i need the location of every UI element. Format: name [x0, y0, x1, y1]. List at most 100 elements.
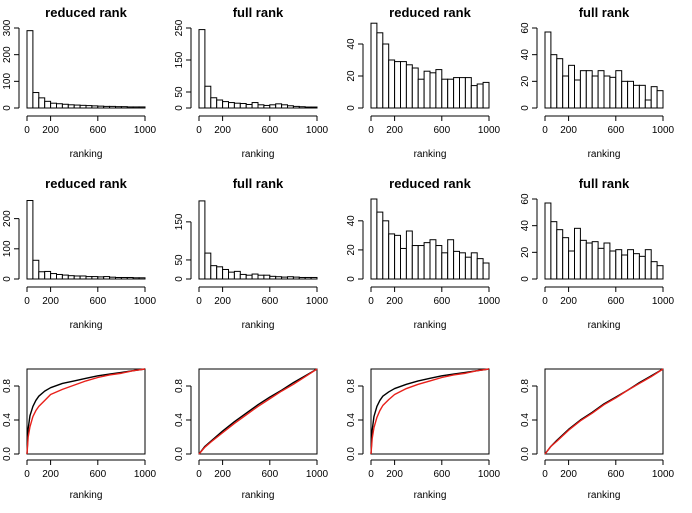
panel-9: 0 200 600 1000 0.0 0.4 0.8 ranking — [2, 368, 157, 501]
y-tick-label: 0 — [174, 105, 185, 111]
y-tick-label: 250 — [174, 19, 185, 36]
histogram-bar — [126, 106, 134, 109]
histogram-bar — [263, 104, 271, 109]
histogram-bar — [97, 105, 105, 109]
histogram-bar — [562, 237, 570, 280]
histogram-bar — [459, 252, 466, 280]
series-line-2 — [544, 368, 664, 455]
x-tick-label: 200 — [214, 125, 231, 136]
series-line-1 — [26, 368, 146, 455]
x-tick-label: 1000 — [478, 125, 501, 136]
y-tick-label: 0 — [346, 276, 357, 282]
panel-12: 0 200 600 1000 0.0 0.4 0.8 ranking — [520, 368, 675, 501]
histogram-bar — [627, 80, 634, 109]
x-tick-label: 600 — [261, 125, 278, 136]
y-tick-label: 0.0 — [346, 447, 357, 461]
panel-11: 0 200 600 1000 0.0 0.4 0.8 ranking — [346, 368, 501, 501]
histogram-bar — [429, 72, 437, 109]
histogram-bar — [441, 78, 449, 109]
x-tick-label: 600 — [433, 469, 450, 480]
panel-4: full rank 0 200 600 1000 0 20 40 60 ranking — [520, 5, 675, 160]
x-tick-label: 200 — [560, 296, 577, 307]
histogram-bar — [603, 242, 611, 280]
histogram-bar — [568, 250, 575, 280]
histogram-bar — [556, 58, 564, 109]
histogram-bar — [38, 97, 46, 109]
histogram-bar — [26, 30, 34, 109]
histogram-bar — [269, 275, 277, 280]
histogram-bar — [79, 275, 87, 280]
histogram-bar — [388, 233, 396, 280]
histogram-bar — [120, 276, 128, 280]
histogram-bar — [61, 274, 69, 280]
histogram-bar — [609, 76, 617, 109]
histogram-bar — [376, 211, 384, 280]
x-axis-label: ranking — [588, 490, 621, 501]
histogram-bar — [633, 253, 640, 280]
histogram-bar — [91, 276, 99, 280]
histogram-bar — [204, 252, 212, 280]
histogram-bar — [394, 234, 402, 280]
series-line-2 — [26, 368, 146, 455]
histogram-bar — [292, 276, 300, 280]
x-tick-label: 1000 — [134, 469, 157, 480]
x-tick-label: 600 — [433, 296, 450, 307]
panel-8: full rank 0 200 600 1000 0 20 40 60 ranking — [520, 176, 675, 331]
y-tick-label: 50 — [174, 254, 185, 266]
histogram-bar — [556, 229, 564, 280]
y-tick-label: 100 — [2, 240, 13, 257]
histogram-bar — [239, 273, 247, 280]
histogram-bar — [633, 84, 640, 109]
histogram-bar — [275, 276, 283, 280]
histogram-bar — [257, 274, 265, 280]
histogram-bar — [50, 273, 57, 280]
histogram-bar — [245, 103, 253, 109]
panel-1: reduced rank 0 200 600 1000 0 100 200 300 ranking — [2, 5, 157, 160]
histogram-bar — [120, 106, 128, 109]
panel-title: full rank — [233, 176, 284, 191]
histogram-bar — [597, 247, 605, 280]
y-tick-label: 50 — [174, 86, 185, 98]
y-tick-label: 0.8 — [520, 379, 531, 393]
histogram-bar — [132, 277, 140, 280]
histogram-bar — [251, 102, 259, 109]
histogram-bar — [417, 245, 425, 280]
histogram-bar — [304, 276, 312, 280]
x-tick-label: 200 — [214, 469, 231, 480]
histogram-bar — [638, 255, 646, 280]
histogram-bar — [310, 276, 318, 280]
histogram-bar — [550, 54, 558, 109]
y-tick-label: 40 — [520, 49, 531, 61]
histogram-bar — [459, 77, 466, 109]
histogram-bar — [405, 64, 413, 109]
histogram-bar — [44, 270, 52, 280]
histogram-bar — [132, 106, 140, 109]
x-axis-label: ranking — [70, 149, 103, 160]
histogram-bar — [574, 79, 581, 109]
histogram-bar — [233, 102, 241, 109]
histogram-bar — [32, 92, 40, 109]
histogram-bar — [447, 78, 455, 109]
histogram-bar — [568, 64, 575, 109]
y-tick-label: 100 — [2, 73, 13, 90]
x-tick-label: 0 — [196, 296, 202, 307]
histogram-bar — [423, 70, 431, 109]
histogram-bar — [56, 273, 63, 280]
x-tick-label: 200 — [386, 296, 403, 307]
histogram-bar — [103, 105, 111, 109]
x-tick-label: 0 — [368, 469, 374, 480]
histogram-bar — [417, 78, 425, 109]
histogram-bar — [382, 220, 390, 280]
histogram-bar — [228, 102, 235, 109]
series-line-2 — [198, 368, 318, 455]
histogram-bar — [482, 262, 490, 280]
histogram-bar — [644, 249, 652, 280]
y-tick-label: 200 — [2, 210, 13, 227]
histogram-bar — [287, 276, 294, 280]
histogram-bar — [103, 276, 111, 280]
y-tick-label: 20 — [520, 75, 531, 87]
x-tick-label: 1000 — [306, 125, 329, 136]
x-tick-label: 0 — [368, 125, 374, 136]
histogram-bar — [287, 105, 294, 109]
